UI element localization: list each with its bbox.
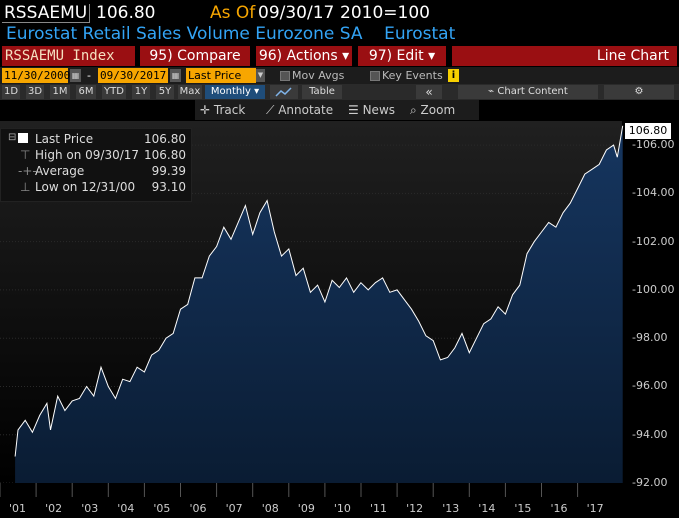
x-axis-strip [0, 483, 679, 518]
legend-last-label: Last Price [35, 132, 94, 146]
y-tick-label: -94.00 [632, 427, 668, 441]
field-select[interactable]: Last Price [186, 68, 256, 83]
annotate-label: Annotate [278, 103, 334, 117]
x-tick-label: '04 [117, 502, 135, 515]
last-price: 106.80 [96, 3, 156, 23]
period-1y[interactable]: 1Y [132, 85, 150, 99]
chevron-down-icon[interactable]: ▼ [256, 69, 265, 82]
period-max[interactable]: Max [178, 85, 202, 99]
x-tick-label: '08 [261, 502, 279, 515]
legend-low-value: 93.10 [151, 180, 186, 194]
as-of-date: 09/30/17 [258, 3, 335, 23]
zoom-tool[interactable]: ⌕ Zoom [410, 102, 455, 118]
x-tick-label: '01 [9, 502, 27, 515]
key-events-checkbox[interactable] [370, 71, 380, 81]
legend-last-value: 106.80 [144, 132, 186, 146]
collapse-icon[interactable]: « [416, 85, 442, 99]
x-tick-label: '15 [514, 502, 532, 515]
info-icon[interactable]: i [448, 69, 459, 82]
high-marker-icon: ⊤ [20, 148, 31, 162]
calendar-icon[interactable]: ▦ [70, 69, 81, 82]
security-description: Eurostat Retail Sales Volume Eurozone SA… [6, 24, 456, 44]
collapse-legend-icon[interactable]: ⊟ [8, 132, 17, 143]
as-of-label: As Of [210, 3, 256, 23]
start-date-field[interactable]: 11/30/2000 [2, 68, 71, 83]
header-bar [0, 0, 679, 26]
pencil-icon: ⟋ [266, 103, 279, 117]
x-tick-label: '17 [586, 502, 604, 515]
series-line [14, 125, 624, 457]
mov-avgs-checkbox[interactable] [280, 71, 290, 81]
x-tick-label: '11 [370, 502, 388, 515]
end-date-field[interactable]: 09/30/2017 [98, 68, 168, 83]
low-marker-icon: ⊥ [20, 180, 31, 194]
ticker-symbol: RSSAEMU [2, 4, 91, 23]
legend-high-value: 106.80 [144, 148, 186, 162]
base-index: 2010=100 [340, 3, 430, 23]
key-events-label[interactable]: Key Events [382, 69, 443, 82]
period-6m[interactable]: 6M [76, 85, 96, 99]
x-tick-label: '14 [478, 502, 496, 515]
y-tick-label: -102.00 [632, 234, 675, 248]
x-tick-label: '13 [442, 502, 460, 515]
x-tick-label: '03 [81, 502, 99, 515]
settings-gear-icon[interactable]: ⚙ [604, 85, 674, 99]
chart-content-label: Chart Content [497, 86, 568, 97]
x-tick-label: '12 [406, 502, 424, 515]
news-icon: ☰ [348, 103, 363, 117]
x-tick-label: '09 [297, 502, 315, 515]
date-separator: - [87, 69, 91, 82]
annotate-tool[interactable]: ⟋ Annotate [266, 102, 333, 118]
period-ytd[interactable]: YTD [102, 85, 126, 99]
period-5y[interactable]: 5Y [156, 85, 174, 99]
chart-content-button[interactable]: ⌁ Chart Content [458, 85, 598, 99]
average-marker-icon: -+- [18, 164, 37, 178]
news-label: News [362, 103, 396, 117]
y-tick-label: -96.00 [632, 379, 668, 393]
actions-menu[interactable]: 96) Actions ▾ [256, 46, 352, 66]
legend-low-label: Low on 12/31/00 [35, 180, 136, 194]
crosshair-icon: ✛ [200, 103, 214, 117]
x-tick-label: '06 [189, 502, 207, 515]
y-tick-label: -92.00 [632, 476, 668, 489]
last-price-marker: 106.80 [625, 123, 671, 139]
chart-type-label[interactable]: Line Chart [452, 46, 677, 66]
y-tick-label: -98.00 [632, 331, 668, 345]
period-3d[interactable]: 3D [26, 85, 44, 99]
legend-high-label: High on 09/30/17 [35, 148, 140, 162]
index-field[interactable]: RSSAEMU Index [2, 46, 135, 66]
table-button[interactable]: Table [302, 85, 342, 99]
mov-avgs-label[interactable]: Mov Avgs [292, 69, 345, 82]
x-tick-label: '16 [550, 502, 568, 515]
x-tick-label: '07 [225, 502, 243, 515]
y-tick-label: -100.00 [632, 282, 675, 296]
price-chart[interactable] [0, 121, 679, 518]
x-tick-label: '10 [333, 502, 351, 515]
news-tool[interactable]: ☰ News [348, 102, 395, 118]
magnifier-icon: ⌕ [410, 103, 421, 117]
chart-content-icon: ⌁ [488, 86, 498, 97]
legend-panel [0, 128, 192, 202]
frequency-select[interactable]: Monthly ▾ [205, 85, 265, 99]
tool-row [195, 100, 479, 120]
x-tick-label: '02 [45, 502, 63, 515]
zoom-label: Zoom [420, 103, 456, 117]
period-1d[interactable]: 1D [2, 85, 20, 99]
date-range-row [0, 67, 679, 84]
series-swatch [18, 133, 28, 143]
line-chart-icon[interactable] [270, 85, 298, 99]
period-1m[interactable]: 1M [50, 85, 70, 99]
x-tick-label: '05 [153, 502, 171, 515]
calendar-icon[interactable]: ▦ [170, 69, 181, 82]
track-tool[interactable]: ✛ Track [200, 102, 245, 118]
edit-menu[interactable]: 97) Edit ▾ [358, 46, 446, 66]
legend-avg-value: 99.39 [151, 164, 186, 178]
y-tick-label: -104.00 [632, 186, 675, 200]
compare-button[interactable]: 95) Compare [140, 46, 250, 66]
legend-avg-label: Average [35, 164, 85, 178]
track-label: Track [213, 103, 246, 117]
series-area [15, 125, 623, 484]
y-tick-label: -106.00 [632, 138, 675, 152]
